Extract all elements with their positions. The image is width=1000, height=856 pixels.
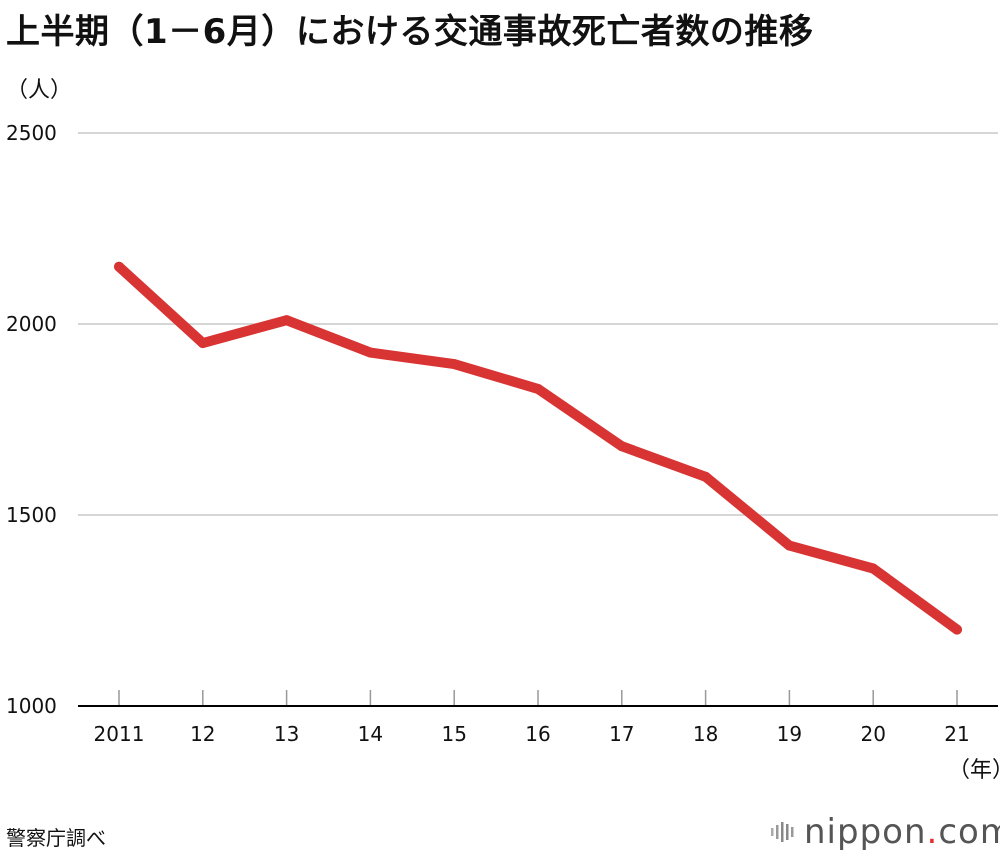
data-point [952, 624, 962, 635]
data-point [700, 471, 711, 482]
data-point [114, 261, 124, 272]
data-point [868, 563, 879, 574]
y-axis-unit: （人） [6, 78, 73, 103]
brand-tld: com [938, 812, 1000, 852]
y-tick-label: 2000 [6, 312, 57, 336]
data-point [449, 359, 460, 370]
axis-layer: 1000 1500 2000 2500 2011 12 13 14 15 16 17 18 19 20 21 [6, 121, 970, 746]
data-point [197, 338, 208, 349]
x-tick-label: 15 [441, 722, 466, 746]
grid-layer [78, 132, 998, 707]
data-point [616, 441, 627, 452]
brand-name: nippon [804, 812, 927, 852]
data-point [365, 347, 376, 358]
y-tick-label: 2500 [6, 121, 57, 145]
chart-title: 上半期（1－6月）における交通事故死亡者数の推移 [6, 12, 814, 52]
x-tick-label: 16 [525, 722, 550, 746]
x-tick-label: 20 [860, 722, 885, 746]
x-tick-label: 18 [693, 722, 718, 746]
x-axis-unit: （年） [948, 758, 1000, 783]
x-tick-label: 17 [609, 722, 634, 746]
brand-logo: nippon.com [770, 812, 1000, 852]
brand-dot: . [926, 812, 939, 852]
sound-wave-icon [771, 822, 794, 842]
brand-text: nippon.com [804, 812, 1000, 852]
data-point [784, 540, 795, 551]
y-tick-label: 1500 [6, 503, 57, 527]
series-layer [114, 261, 962, 635]
y-tick-label: 1000 [6, 694, 57, 718]
data-point [533, 383, 543, 394]
x-tick-label: 13 [274, 722, 299, 746]
x-tick-label: 21 [944, 722, 969, 746]
x-tick-label: 14 [358, 722, 383, 746]
data-point [281, 315, 292, 326]
x-tick-label: 2011 [94, 722, 145, 746]
series-line [114, 261, 962, 635]
source-note: 警察庁調べ [6, 826, 106, 850]
x-tick-label: 19 [777, 722, 802, 746]
x-tick-label: 12 [190, 722, 215, 746]
